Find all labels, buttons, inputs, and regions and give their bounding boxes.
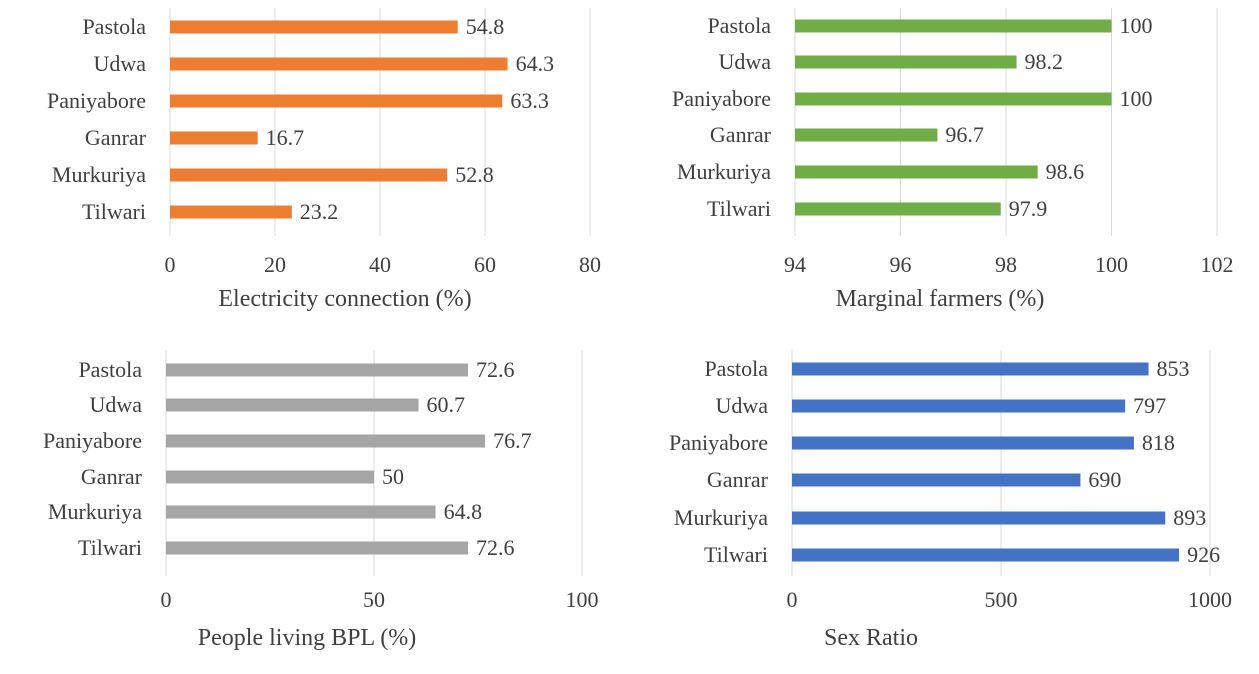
bar [792,362,1149,376]
bar [795,92,1112,106]
x-axis-title: People living BPL (%) [198,625,416,651]
category-label: Tilwari [82,199,146,224]
bar [166,505,436,519]
category-label: Pastola [707,13,771,38]
x-tick-label: 80 [579,252,601,277]
category-label: Tilwari [704,542,768,567]
chart-panel-3: 0 50 100 Pastola 72.6 Udwa 60.7 Paniyabore 76.7 G… [43,350,599,651]
bar [795,202,1001,216]
data-label: 98.6 [1046,159,1085,184]
data-label: 64.3 [516,51,555,76]
data-label: 100 [1120,13,1153,38]
bar [170,205,292,219]
bar [795,19,1112,33]
category-label: Udwa [93,51,146,76]
bar [166,398,419,412]
category-label: Udwa [718,49,771,74]
data-label: 76.7 [493,428,532,453]
x-tick-label: 100 [566,587,599,612]
category-label: Murkuriya [674,505,768,530]
category-label: Pastola [82,14,146,39]
data-label: 818 [1142,430,1175,455]
data-label: 60.7 [427,392,466,417]
x-tick-label: 50 [363,587,385,612]
x-tick-label: 40 [369,252,391,277]
category-label: Murkuriya [48,499,142,524]
data-label: 16.7 [266,125,305,150]
bar [792,473,1081,487]
category-label: Ganrar [81,464,143,489]
x-tick-label: 100 [1095,252,1128,277]
category-label: Paniyabore [672,86,771,111]
category-label: Udwa [715,393,768,418]
category-label: Paniyabore [47,88,146,113]
data-label: 64.8 [444,499,483,524]
chart-panel-4: 0 500 1000 Pastola 853 Udwa 797 Paniyabore 818 Ga… [669,350,1232,651]
x-tick-label: 0 [165,252,176,277]
bar [795,128,938,142]
x-axis-title: Sex Ratio [824,625,918,651]
data-label: 96.7 [945,122,984,147]
x-tick-label: 102 [1201,252,1234,277]
x-tick-label: 0 [787,587,798,612]
data-label: 52.8 [455,162,494,187]
data-label: 926 [1187,542,1220,567]
data-label: 797 [1133,393,1166,418]
bar [170,94,503,108]
data-label: 853 [1157,356,1190,381]
bar [795,55,1017,69]
data-label: 54.8 [466,14,505,39]
bar [795,165,1038,179]
bar [170,57,508,71]
data-label: 72.6 [476,357,515,382]
category-label: Pastola [704,356,768,381]
x-axis-title: Electricity connection (%) [218,286,471,312]
x-tick-label: 1000 [1188,587,1232,612]
category-label: Ganrar [707,467,769,492]
x-tick-label: 94 [784,252,806,277]
x-tick-label: 500 [985,587,1018,612]
category-label: Tilwari [78,535,142,560]
bar [792,511,1166,525]
chart-panel-2: 94 96 98 100 102 Pastola 100 Udwa 98.2 Paniyabore… [672,8,1234,312]
chart-panel-1: 0 20 40 60 80 Pastola 54.8 Udwa 64.3 Paniyabore 63… [47,8,601,312]
bar [170,131,258,145]
data-label: 98.2 [1025,49,1064,74]
category-label: Murkuriya [677,159,771,184]
x-tick-label: 0 [161,587,172,612]
category-label: Pastola [78,357,142,382]
category-label: Ganrar [710,122,772,147]
category-label: Paniyabore [669,430,768,455]
category-label: Paniyabore [43,428,142,453]
x-tick-label: 20 [264,252,286,277]
data-label: 63.3 [510,88,549,113]
data-label: 893 [1173,505,1206,530]
bar [792,548,1180,562]
bar [166,470,374,484]
bar [170,20,458,34]
bar [166,434,486,448]
x-tick-label: 98 [995,252,1017,277]
bar [792,436,1134,450]
data-label: 690 [1088,467,1121,492]
x-axis-title: Marginal farmers (%) [836,286,1045,312]
data-label: 23.2 [300,199,339,224]
x-tick-label: 96 [890,252,912,277]
category-label: Tilwari [707,196,771,221]
bar [170,168,448,182]
data-label: 97.9 [1009,196,1048,221]
x-tick-label: 60 [474,252,496,277]
category-label: Ganrar [85,125,147,150]
bar [166,363,469,377]
data-label: 100 [1120,86,1153,111]
category-label: Udwa [89,392,142,417]
bar [166,541,469,555]
data-label: 72.6 [476,535,515,560]
bar [792,399,1126,413]
data-label: 50 [382,464,404,489]
category-label: Murkuriya [52,162,146,187]
